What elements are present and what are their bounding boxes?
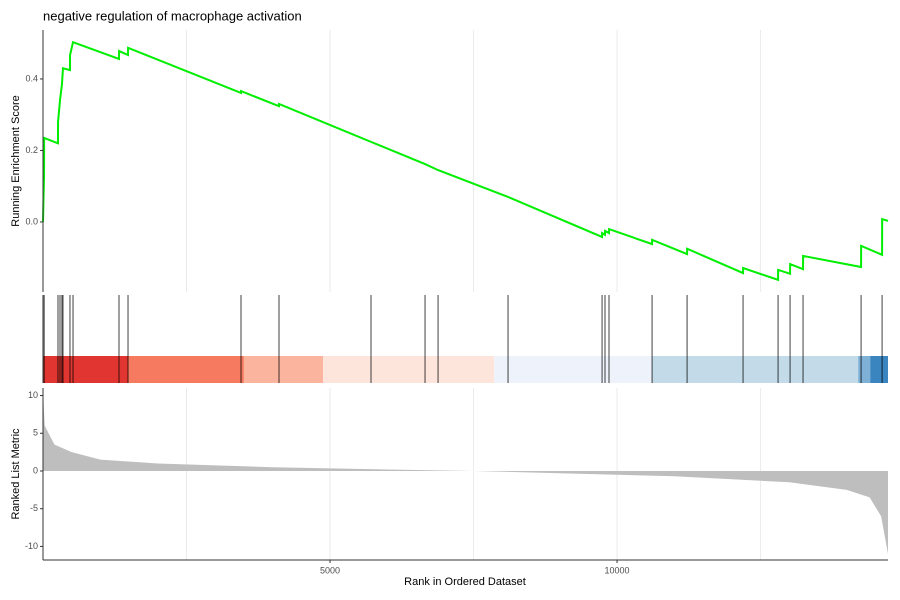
- y-tick-label: -5: [30, 503, 38, 513]
- rank-band: [652, 356, 859, 383]
- y-tick-label: 5: [33, 428, 38, 438]
- y-axis-title: Ranked List Metric: [10, 428, 22, 520]
- rank-band: [323, 356, 495, 383]
- y-tick-label: 0.4: [25, 73, 38, 83]
- rank-band: [128, 356, 244, 383]
- y-tick-label: 0.0: [25, 216, 38, 226]
- rank-band: [494, 356, 653, 383]
- y-tick-label: 10: [28, 390, 38, 400]
- enrichment-line: [42, 40, 889, 282]
- y-axis-title: Running Enrichment Score: [10, 95, 22, 226]
- rank-band: [870, 356, 888, 383]
- x-axis-title: Rank in Ordered Dataset: [404, 576, 526, 588]
- metric-area: [43, 391, 888, 554]
- x-tick-label: 10000: [605, 565, 630, 575]
- y-tick-label: 0: [33, 465, 38, 475]
- rank-band: [243, 356, 324, 383]
- rank-band: [43, 356, 129, 383]
- rank-band: [858, 356, 871, 383]
- y-tick-label: -10: [25, 541, 38, 551]
- x-tick-label: 5000: [320, 565, 340, 575]
- y-tick-label: 0.2: [25, 145, 38, 155]
- chart-title: negative regulation of macrophage activa…: [43, 8, 302, 23]
